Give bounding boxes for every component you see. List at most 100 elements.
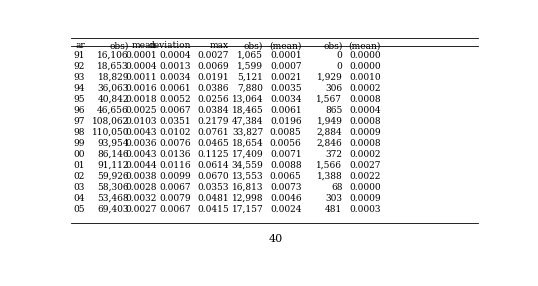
Text: 0.0043: 0.0043 <box>125 150 157 159</box>
Text: 0.0069: 0.0069 <box>197 62 229 71</box>
Text: 16,106: 16,106 <box>97 51 129 60</box>
Text: 1,599: 1,599 <box>237 62 263 71</box>
Text: 0.0761: 0.0761 <box>197 128 229 137</box>
Text: 0.0016: 0.0016 <box>125 84 157 93</box>
Text: 0.0004: 0.0004 <box>159 51 191 60</box>
Text: 0.0465: 0.0465 <box>197 139 229 148</box>
Text: 0.0003: 0.0003 <box>349 205 381 214</box>
Text: 110,050: 110,050 <box>91 128 129 137</box>
Text: 0.0008: 0.0008 <box>349 139 381 148</box>
Text: 0.0027: 0.0027 <box>349 161 381 170</box>
Text: 0.0067: 0.0067 <box>159 205 191 214</box>
Text: 0.0614: 0.0614 <box>197 161 229 170</box>
Text: 0.0076: 0.0076 <box>159 139 191 148</box>
Text: 0.0000: 0.0000 <box>349 51 381 60</box>
Text: 0.0067: 0.0067 <box>159 106 191 115</box>
Text: 1,566: 1,566 <box>316 161 342 170</box>
Text: 0.0073: 0.0073 <box>270 183 302 192</box>
Text: 481: 481 <box>325 205 342 214</box>
Text: 34,559: 34,559 <box>231 161 263 170</box>
Text: 0.0034: 0.0034 <box>270 95 302 104</box>
Text: 0.0046: 0.0046 <box>270 194 302 203</box>
Text: obs): obs) <box>244 41 263 50</box>
Text: 98: 98 <box>73 128 85 137</box>
Text: 40: 40 <box>268 234 283 244</box>
Text: 16,813: 16,813 <box>232 183 263 192</box>
Text: 0.0099: 0.0099 <box>159 172 191 181</box>
Text: obs): obs) <box>323 41 342 50</box>
Text: 108,062: 108,062 <box>91 117 129 126</box>
Text: 0.2179: 0.2179 <box>197 117 229 126</box>
Text: 97: 97 <box>73 117 85 126</box>
Text: 01: 01 <box>73 161 85 170</box>
Text: 13,064: 13,064 <box>232 95 263 104</box>
Text: 0.0018: 0.0018 <box>125 95 157 104</box>
Text: 0.0256: 0.0256 <box>197 95 229 104</box>
Text: 0.0196: 0.0196 <box>270 117 302 126</box>
Text: 0.0002: 0.0002 <box>349 150 381 159</box>
Text: 0.0022: 0.0022 <box>349 172 381 181</box>
Text: 0: 0 <box>337 51 342 60</box>
Text: 2,846: 2,846 <box>317 139 342 148</box>
Text: 0.0025: 0.0025 <box>125 106 157 115</box>
Text: 7,880: 7,880 <box>237 84 263 93</box>
Text: 0.0008: 0.0008 <box>349 117 381 126</box>
Text: max: max <box>210 41 229 50</box>
Text: 0.0001: 0.0001 <box>270 51 302 60</box>
Text: 1,065: 1,065 <box>237 51 263 60</box>
Text: 17,409: 17,409 <box>231 150 263 159</box>
Text: 372: 372 <box>325 150 342 159</box>
Text: 0.0027: 0.0027 <box>125 205 157 214</box>
Text: deviation: deviation <box>148 41 191 50</box>
Text: 0.0085: 0.0085 <box>270 128 302 137</box>
Text: 0.0010: 0.0010 <box>349 73 381 82</box>
Text: 0.0415: 0.0415 <box>197 205 229 214</box>
Text: 18,654: 18,654 <box>231 139 263 148</box>
Text: 0.0024: 0.0024 <box>270 205 302 214</box>
Text: 95: 95 <box>73 95 85 104</box>
Text: 0.0061: 0.0061 <box>270 106 302 115</box>
Text: 0.0670: 0.0670 <box>197 172 229 181</box>
Text: 92: 92 <box>73 62 85 71</box>
Text: 0.0000: 0.0000 <box>349 62 381 71</box>
Text: 0.0027: 0.0027 <box>197 51 229 60</box>
Text: 18,829: 18,829 <box>97 73 129 82</box>
Text: 0.1125: 0.1125 <box>197 150 229 159</box>
Text: 0.0009: 0.0009 <box>349 194 381 203</box>
Text: 86,146: 86,146 <box>97 150 129 159</box>
Text: 0.0032: 0.0032 <box>125 194 157 203</box>
Text: 18,465: 18,465 <box>231 106 263 115</box>
Text: 0.0065: 0.0065 <box>270 172 302 181</box>
Text: 0.0353: 0.0353 <box>197 183 229 192</box>
Text: 0.0034: 0.0034 <box>160 73 191 82</box>
Text: 865: 865 <box>325 106 342 115</box>
Text: 96: 96 <box>73 106 85 115</box>
Text: 0.0136: 0.0136 <box>160 150 191 159</box>
Text: 0.0021: 0.0021 <box>270 73 302 82</box>
Text: 1,567: 1,567 <box>316 95 342 104</box>
Text: 99: 99 <box>73 139 85 148</box>
Text: 69,403: 69,403 <box>97 205 129 214</box>
Text: 0.0009: 0.0009 <box>349 128 381 137</box>
Text: 0.0052: 0.0052 <box>159 95 191 104</box>
Text: 303: 303 <box>325 194 342 203</box>
Text: 0.0481: 0.0481 <box>197 194 229 203</box>
Text: 40,842: 40,842 <box>97 95 129 104</box>
Text: 47,384: 47,384 <box>232 117 263 126</box>
Text: 68: 68 <box>331 183 342 192</box>
Text: 59,926: 59,926 <box>97 172 129 181</box>
Text: 18,653: 18,653 <box>97 62 129 71</box>
Text: (mean): (mean) <box>349 41 381 50</box>
Text: 04: 04 <box>73 194 85 203</box>
Text: 03: 03 <box>73 183 85 192</box>
Text: 0.0035: 0.0035 <box>270 84 302 93</box>
Text: 0.0013: 0.0013 <box>160 62 191 71</box>
Text: 1,929: 1,929 <box>317 73 342 82</box>
Text: 12,998: 12,998 <box>232 194 263 203</box>
Text: 0: 0 <box>337 62 342 71</box>
Text: 1,949: 1,949 <box>316 117 342 126</box>
Text: 0.0067: 0.0067 <box>159 183 191 192</box>
Text: mean: mean <box>132 41 157 50</box>
Text: 46,656: 46,656 <box>97 106 129 115</box>
Text: 0.0103: 0.0103 <box>125 117 157 126</box>
